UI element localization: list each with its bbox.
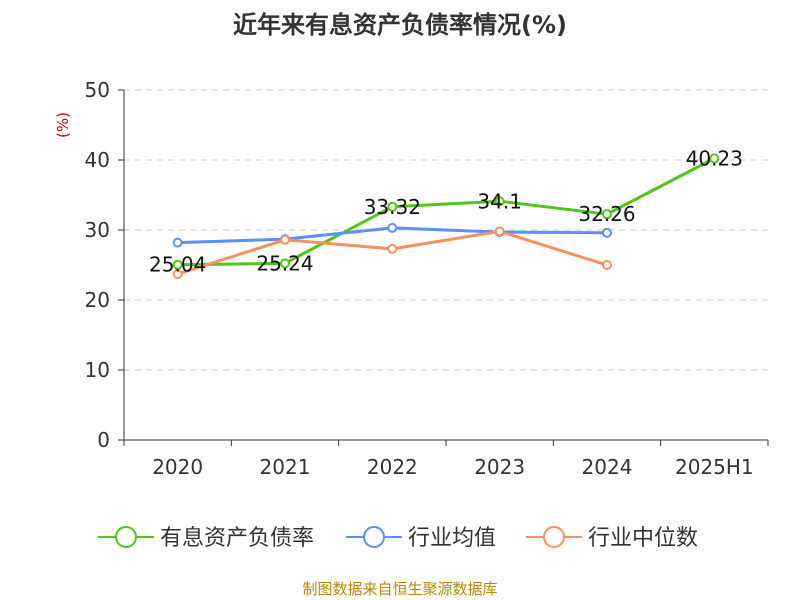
data-point [602,227,612,238]
data-label: 40.23 [686,146,743,170]
data-point [172,237,183,248]
x-tick-label: 2020 [152,455,203,479]
chart-title: 近年来有息资产负债率情况(%) [233,11,567,39]
data-point [494,196,505,207]
data-point [280,258,290,269]
x-tick-label: 2025H1 [675,455,754,479]
y-tick-label: 20 [85,288,110,312]
data-label: 33.32 [364,195,421,219]
legend-marker [115,526,137,548]
series-lines [172,153,720,280]
y-tick-label: 50 [85,78,110,102]
data-label: 32.26 [578,202,635,226]
data-point [280,234,290,245]
legend-label[interactable]: 有息资产负债率 [160,526,314,551]
y-tick-label: 0 [97,428,110,452]
legend-marker [363,526,385,548]
x-tick-label: 2023 [474,455,525,479]
x-tick-label: 2024 [582,455,633,479]
data-point [172,269,183,280]
x-tick-label: 2022 [367,455,418,479]
legend[interactable]: 有息资产负债率 行业均值 行业中位数 [98,526,698,551]
y-axis-unit: (%) [54,112,72,138]
data-point [709,153,720,164]
data-point [494,226,505,237]
x-axis: 2020 2021 2022 2023 2024 2025H1 [123,439,769,479]
y-tick-label: 40 [85,148,110,172]
data-point [172,259,183,270]
data-labels: 25.04 25.24 33.32 34.1 32.26 40.23 [149,146,743,276]
data-point [387,243,398,254]
data-point [602,209,612,220]
data-label: 25.24 [256,251,313,275]
series-line-0 [177,157,716,267]
y-axis: 0 10 20 30 40 50 [85,78,125,452]
data-label: 34.1 [477,189,522,213]
legend-label[interactable]: 行业中位数 [588,526,698,551]
data-label: 25.04 [149,253,206,277]
y-tick-label: 10 [85,358,110,382]
data-point [387,222,398,233]
legend-marker [543,526,565,548]
data-point [387,201,398,212]
source-note: 制图数据来自恒生聚源数据库 [302,580,497,598]
legend-label[interactable]: 行业均值 [408,526,496,551]
x-tick-label: 2021 [260,455,311,479]
y-tick-label: 30 [85,218,110,242]
data-point [602,260,612,270]
